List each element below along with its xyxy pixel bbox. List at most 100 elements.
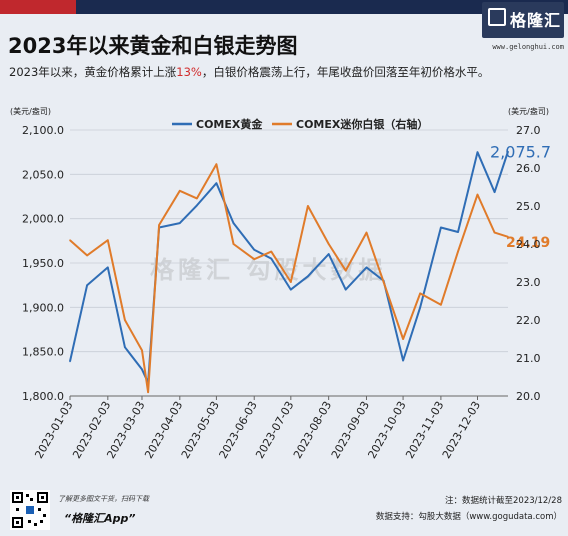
silver-point — [457, 250, 459, 253]
y-right-tick-label: 22.0 — [516, 314, 541, 327]
x-tick-label: 2023-12-03 — [440, 399, 483, 461]
silver-point — [344, 269, 347, 272]
gold-point — [253, 248, 256, 251]
chart-axes: 1,800.0 1,850.0 1,900.0 1,950.0 2,000.0 2,050… — [10, 106, 549, 461]
chart-legend: COMEX黄金 COMEX迷你白银（右轴） — [172, 117, 428, 131]
silver-point — [86, 254, 88, 257]
gold-point — [141, 368, 143, 371]
x-tick-label: 2023-10-03 — [365, 399, 408, 461]
silver-point — [124, 319, 126, 321]
silver-point — [107, 239, 109, 241]
gold-point — [290, 288, 292, 291]
line-chart: 2,075.7 24.19 1,800.0 1,850.0 1,900.0 1,950.… — [10, 106, 551, 461]
legend-label-gold: COMEX黄金 — [196, 117, 263, 131]
silver-last-label: 24.19 — [506, 235, 550, 251]
chart-grid — [70, 129, 508, 397]
silver-point — [382, 281, 385, 283]
silver-point — [327, 243, 330, 245]
silver-point — [307, 205, 309, 207]
silver-point — [196, 197, 198, 200]
silver-point — [365, 231, 368, 234]
subtitle-post: ，白银价格震荡上行，年尾收盘价回落至年初价格水平。 — [201, 65, 490, 79]
x-tick-label: 2023-11-03 — [403, 399, 446, 461]
y-right-tick-label: 27.0 — [516, 124, 541, 137]
gold-point — [344, 288, 347, 291]
chart-series: 2,075.7 24.19 — [69, 143, 551, 394]
y-right-tick-label: 21.0 — [516, 352, 541, 365]
gold-point — [476, 151, 479, 153]
y-left-tick-label: 2,000.0 — [22, 213, 64, 226]
footer — [0, 482, 568, 536]
y-left-tick-label: 1,950.0 — [22, 257, 64, 270]
gold-point — [215, 182, 218, 184]
x-tick-label: 2023-05-03 — [179, 399, 222, 461]
gold-point — [86, 284, 88, 286]
y-left-tick-label: 1,900.0 — [22, 301, 64, 314]
silver-point — [419, 292, 421, 295]
footer-source: 数据支持：勾股大数据（www.gogudata.com） — [375, 512, 562, 522]
series-line-gold — [69, 151, 509, 384]
series-line-silver — [69, 163, 509, 394]
watermark: 格隆汇 勾股大数据 — [150, 256, 387, 284]
x-tick-label: 2023-08-03 — [291, 399, 334, 461]
silver-point — [402, 338, 404, 340]
gold-point — [232, 222, 235, 224]
x-tick-label: 2023-01-03 — [32, 399, 75, 461]
silver-point — [141, 349, 143, 352]
gold-point — [196, 204, 198, 207]
top-bar — [0, 0, 568, 14]
y-left-tick-label: 2,100.0 — [22, 124, 64, 137]
silver-point — [215, 163, 218, 165]
y-right-tick-label: 25.0 — [516, 200, 541, 213]
gold-point — [365, 266, 368, 269]
gold-point — [179, 222, 181, 224]
brand-name: 格隆汇 — [510, 11, 562, 30]
silver-point — [158, 224, 160, 226]
gold-point — [507, 150, 509, 153]
gold-point — [327, 253, 330, 255]
gold-point — [69, 360, 71, 363]
silver-point — [270, 250, 273, 253]
silver-point — [493, 231, 496, 234]
y-left-tick-label: 1,850.0 — [22, 346, 64, 359]
qr-code-icon — [10, 490, 50, 530]
silver-point — [253, 258, 256, 261]
gold-point — [402, 359, 404, 362]
gold-last-label: 2,075.7 — [490, 143, 551, 162]
y-right-tick-label: 20.0 — [516, 390, 541, 403]
gold-point — [107, 266, 109, 269]
page-subtitle: 2023年以来，黄金价格累计上涨13%，白银价格震荡上行，年尾收盘价回落至年初价… — [9, 64, 489, 80]
gold-point — [270, 257, 273, 260]
silver-point — [147, 391, 149, 394]
page-title: 2023年以来黄金和白银走势图 — [8, 34, 298, 58]
x-tick-label: 2023-06-03 — [217, 399, 260, 461]
y-right-tick-label: 24.0 — [516, 238, 541, 251]
x-tick-label: 2023-09-03 — [329, 399, 372, 461]
y-left-tick-label: 2,050.0 — [22, 168, 64, 181]
silver-point — [476, 193, 479, 196]
y-left-unit: (美元/盎司) — [10, 106, 51, 116]
x-tick-label: 2023-04-03 — [142, 399, 185, 461]
footer-app-name: “格隆汇App” — [64, 512, 136, 525]
gold-point — [440, 226, 442, 229]
qr-code-graphic — [12, 492, 48, 528]
gold-point — [493, 191, 496, 193]
brand-logo-icon — [488, 8, 506, 26]
silver-point — [179, 190, 181, 192]
silver-point — [69, 239, 71, 241]
silver-point — [290, 281, 292, 283]
footer-note: 注：数据统计截至2023/12/28 — [445, 496, 562, 506]
gold-point — [124, 346, 126, 349]
silver-point — [232, 243, 235, 245]
gold-point — [419, 306, 421, 309]
silver-point — [440, 304, 442, 306]
gold-point — [457, 231, 459, 233]
legend-label-silver: COMEX迷你白银（右轴） — [296, 117, 428, 131]
y-right-tick-label: 23.0 — [516, 276, 541, 289]
brand-url: www.gelonghui.com — [492, 43, 564, 51]
silver-point — [507, 235, 509, 238]
y-right-tick-label: 26.0 — [516, 162, 541, 175]
y-left-tick-label: 1,800.0 — [22, 390, 64, 403]
subtitle-highlight: 13% — [176, 65, 202, 79]
x-tick-label: 2023-07-03 — [253, 399, 296, 461]
